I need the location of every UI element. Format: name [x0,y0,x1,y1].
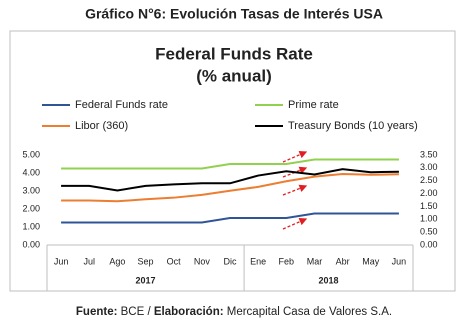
y2-tick-label: 2.50 [420,175,438,185]
y2-tick-label: 2.00 [420,188,438,198]
footer: Fuente: BCE / Elaboración: Mercapital Ca… [76,306,392,318]
x-tick-label: Ago [109,256,125,266]
y-tick-label: 2.00 [22,203,40,213]
y-tick-label: 5.00 [22,149,40,159]
y-tick-label: 3.00 [22,185,40,195]
x-tick-label: Jun [392,256,407,266]
chart-frame [9,30,456,292]
x-group-label: 2017 [136,275,156,285]
y2-tick-label: 0.50 [420,227,438,237]
legend-label: Federal Funds rate [75,99,168,111]
y-tick-label: 1.00 [22,221,40,231]
footer-credit-label: Elaboración: [154,306,224,318]
chart-subtitle: (% anual) [196,66,272,85]
y2-tick-label: 3.00 [420,162,438,172]
x-group-label: 2018 [319,275,339,285]
y2-tick-label: 0.00 [420,239,438,249]
x-tick-label: Nov [194,256,211,266]
y-tick-label: 0.00 [22,239,40,249]
y-tick-label: 4.00 [22,167,40,177]
legend-label: Libor (360) [75,120,128,132]
x-tick-label: Sep [138,256,154,266]
series-line [61,168,399,192]
y2-tick-label: 1.00 [420,214,438,224]
x-tick-label: Dic [224,256,237,266]
y2-tick-label: 1.50 [420,201,438,211]
x-tick-label: May [362,256,380,266]
footer-credit: Mercapital Casa de Valores S.A. [227,306,392,318]
series-line [61,173,399,203]
chart-title: Federal Funds Rate [155,44,313,63]
series-line [61,158,399,170]
x-tick-label: Oct [167,256,182,266]
x-tick-label: Jun [54,256,69,266]
legend-label: Prime rate [288,99,339,111]
x-tick-label: Abr [336,256,350,266]
x-tick-label: Jul [83,256,95,266]
page-title: Gráfico N°6: Evolución Tasas de Interés … [85,6,383,22]
x-tick-label: Feb [279,256,295,266]
series-line [61,212,399,224]
y2-tick-label: 3.50 [420,149,438,159]
footer-source: BCE / [121,306,152,318]
legend-label: Treasury Bonds (10 years) [288,120,418,132]
x-tick-label: Mar [307,256,323,266]
footer-source-label: Fuente: [76,306,118,318]
x-tick-label: Ene [250,256,266,266]
